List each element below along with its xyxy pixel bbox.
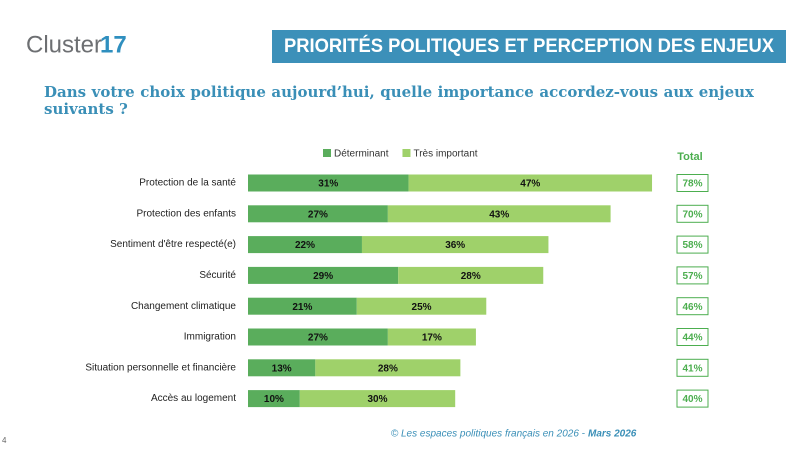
bar-segment	[248, 236, 362, 254]
total-label: 70%	[682, 209, 702, 220]
total-box	[676, 358, 709, 377]
bar-segment	[315, 359, 461, 377]
bar-label: 25%	[412, 302, 432, 313]
header: PRIORITÉS POLITIQUES ET PERCEPTION DES E…	[284, 35, 774, 57]
bar-segment	[248, 359, 316, 377]
bar-segment	[248, 174, 409, 192]
category-label: Protection de la santé	[139, 178, 236, 189]
bar-segment	[387, 328, 476, 346]
bar-label: 17%	[422, 333, 442, 344]
category-label: Situation personnelle et financière	[85, 362, 236, 373]
bar-label: 29%	[313, 271, 333, 282]
question-box: Dans votre choix politique aujourd’hui, …	[44, 84, 754, 118]
legend-swatch	[323, 149, 331, 157]
bar-segment	[398, 266, 544, 284]
total-label: 78%	[682, 179, 702, 190]
bar-segment	[361, 236, 549, 254]
total-header: Total	[677, 151, 702, 163]
bar-label: 36%	[445, 240, 465, 251]
bar-segment	[408, 174, 653, 192]
bar-label: 21%	[292, 302, 312, 313]
bar-segment	[248, 266, 399, 284]
bar-segment	[299, 390, 456, 408]
legend-label: Très important	[413, 149, 477, 160]
category-label: Immigration	[184, 332, 236, 343]
bar-segment	[248, 328, 388, 346]
bar-label: 13%	[272, 363, 292, 374]
bar-segment	[248, 205, 388, 223]
category-label: Accès au logement	[151, 393, 236, 404]
total-box	[676, 235, 709, 254]
total-label: 44%	[682, 333, 702, 344]
total-box	[676, 204, 709, 223]
category-label: Sécurité	[199, 270, 236, 281]
bar-label: 31%	[318, 179, 338, 190]
legend-swatch	[402, 149, 411, 157]
total-box	[676, 328, 709, 346]
category-label: Sentiment d'être respecté(e)	[110, 239, 236, 250]
question: Dans votre choix politique aujourd’hui, …	[44, 84, 754, 118]
bar-label: 27%	[308, 209, 328, 220]
total-label: 40%	[682, 394, 702, 405]
bar-segment	[248, 390, 300, 408]
total-box	[676, 389, 709, 408]
total-label: 57%	[682, 271, 702, 282]
total-label: 41%	[682, 363, 702, 374]
total-box	[676, 266, 709, 285]
bar-label: 10%	[264, 394, 284, 405]
bar-label: 43%	[489, 209, 509, 220]
total-label: 46%	[682, 302, 702, 313]
bar-label: 47%	[520, 179, 540, 190]
bar-label: 28%	[461, 271, 481, 282]
bar-segment	[387, 205, 611, 223]
total-label: 58%	[682, 240, 702, 251]
bar-label: 28%	[378, 363, 398, 374]
footer-source: © Les espaces politiques français en 202…	[391, 429, 586, 440]
category-label: Protection des enfants	[136, 208, 236, 219]
page-number: 4	[2, 436, 7, 445]
category-label: Changement climatique	[131, 301, 236, 312]
bar-label: 27%	[308, 333, 328, 344]
total-box	[676, 297, 709, 316]
footer-date: Mars 2026	[588, 429, 637, 440]
logo-text: Cluster	[26, 31, 102, 58]
header-band	[272, 30, 786, 63]
bar-segment	[248, 297, 357, 315]
legend-label: Déterminant	[334, 149, 389, 160]
bar-segment	[356, 297, 487, 315]
bar-label: 30%	[367, 394, 387, 405]
bar-label: 22%	[295, 240, 315, 251]
logo-number: 17	[100, 31, 127, 58]
total-box	[676, 174, 709, 192]
